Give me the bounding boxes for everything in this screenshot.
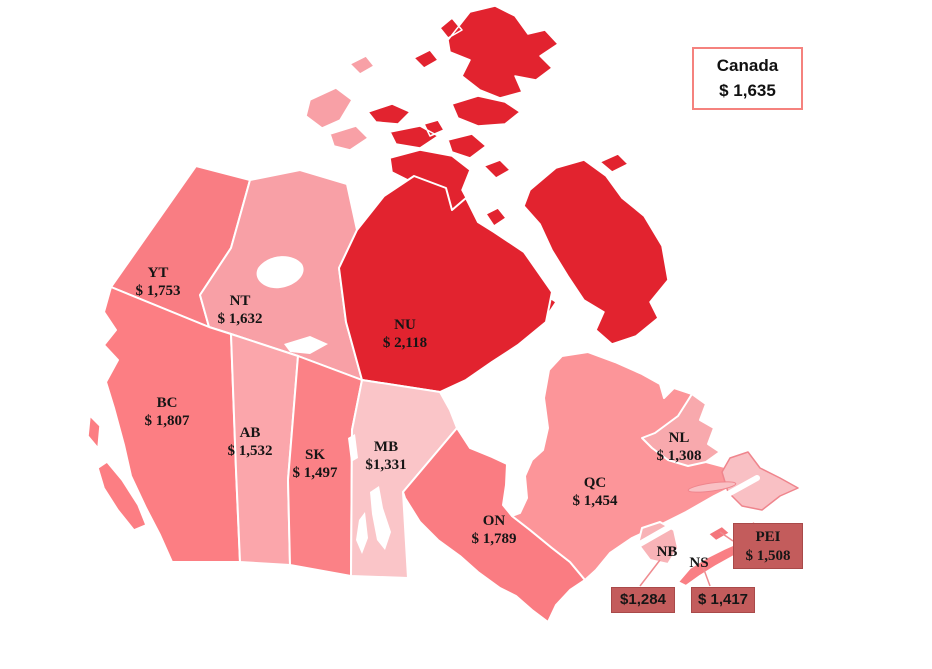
- region-nt-islands: [305, 55, 375, 151]
- canada-total-box: Canada $ 1,635: [692, 47, 803, 110]
- st-lawrence-river: [609, 475, 760, 563]
- ns-leader-line: [702, 566, 711, 587]
- region-nl-island: [721, 451, 799, 511]
- region-label-yt: YT $ 1,753: [135, 265, 181, 299]
- region-label-sk: SK $ 1,497: [292, 447, 338, 481]
- canada-total-value: $ 1,635: [719, 81, 776, 100]
- pei-leader-line: [719, 531, 734, 542]
- region-label-ns: NS: [689, 555, 709, 571]
- pei-callout-value: $ 1,508: [745, 548, 791, 564]
- region-label-nu: NU $ 2,118: [382, 317, 428, 351]
- region-on: [402, 427, 586, 623]
- nb-leader-line: [639, 559, 661, 587]
- region-label-ab: AB $ 1,532: [227, 425, 273, 459]
- region-label-qc: QC $ 1,454: [572, 475, 618, 509]
- region-nu: [338, 175, 553, 393]
- region-bc-islands: [87, 415, 147, 531]
- anticosti-island: [687, 481, 737, 493]
- region-label-nl: NL $ 1,308: [656, 430, 702, 464]
- pei-callout-box: PEI $ 1,508: [733, 523, 803, 569]
- leader-lines: [639, 531, 734, 587]
- region-label-mb: MB $1,331: [365, 439, 407, 473]
- region-label-nt: NT $ 1,632: [217, 293, 263, 327]
- region-pei: [707, 525, 731, 542]
- nb-callout-box: $1,284: [611, 587, 675, 613]
- ns-callout-value: $ 1,417: [697, 591, 749, 608]
- region-nl-labrador: [641, 393, 721, 467]
- ns-callout-box: $ 1,417: [691, 587, 755, 613]
- lakes: [256, 256, 391, 554]
- nb-callout-value: $1,284: [620, 591, 666, 608]
- region-label-on: ON $ 1,789: [471, 513, 517, 547]
- region-label-bc: BC $ 1,807: [144, 395, 190, 429]
- canada-total-label: Canada: [716, 56, 779, 75]
- region-label-nb: NB: [656, 544, 678, 560]
- pei-callout-code: PEI: [755, 529, 781, 545]
